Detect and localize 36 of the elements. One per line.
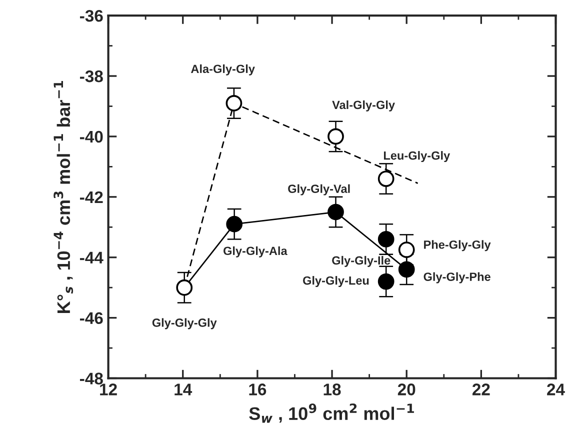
annotation: Gly-Gly-Val bbox=[288, 184, 350, 196]
x-tick-label: 18 bbox=[324, 384, 341, 396]
annotation: Gly-Gly-Ile bbox=[332, 256, 390, 267]
point bbox=[378, 231, 394, 248]
y-tick-label: -44 bbox=[80, 252, 104, 264]
y-tick-label: -42 bbox=[80, 191, 103, 203]
y-tick-label: -40 bbox=[80, 130, 103, 143]
annotation: Gly-Gly-Leu bbox=[303, 276, 369, 288]
annotation: Val-Gly-Gly bbox=[332, 100, 395, 112]
point bbox=[328, 204, 344, 220]
point bbox=[398, 261, 415, 278]
x-tick-label: 20 bbox=[398, 384, 416, 396]
x-axis-title: S$_{w}$ , 10$^{9}$ cm$^{2}$ mol$^{−1}$ bbox=[249, 404, 414, 423]
y-tick-label: -36 bbox=[80, 10, 103, 22]
x-tick-label: 24 bbox=[547, 384, 565, 396]
x-tick-label: 16 bbox=[249, 384, 266, 396]
point bbox=[378, 170, 394, 187]
point bbox=[398, 242, 415, 258]
y-tick-label: -38 bbox=[80, 70, 103, 82]
point bbox=[328, 128, 344, 145]
point bbox=[226, 216, 243, 232]
text: K°$_{s}$ , 10$^{−4}$ cm$^{3}$ mol$^{−1}$ bar$^{−1}$ bbox=[54, 81, 74, 313]
point bbox=[378, 273, 394, 290]
x-tick-label: 22 bbox=[472, 384, 490, 396]
annotation: Phe-Gly-Gly bbox=[424, 240, 491, 252]
annotation: Gly-Gly-Ala bbox=[224, 246, 288, 258]
point bbox=[176, 279, 193, 296]
x-tick-label: 12 bbox=[100, 384, 117, 396]
annotation: Leu-Gly-Gly bbox=[384, 151, 450, 162]
y-tick-label: -48 bbox=[80, 372, 103, 384]
point bbox=[226, 95, 242, 112]
annotation: Gly-Gly-Gly bbox=[152, 318, 217, 330]
x-tick-label: 14 bbox=[174, 384, 192, 396]
annotation: Gly-Gly-Phe bbox=[424, 272, 490, 284]
y-tick-label: -46 bbox=[80, 312, 103, 324]
annotation: Ala-Gly-Gly bbox=[191, 64, 255, 76]
